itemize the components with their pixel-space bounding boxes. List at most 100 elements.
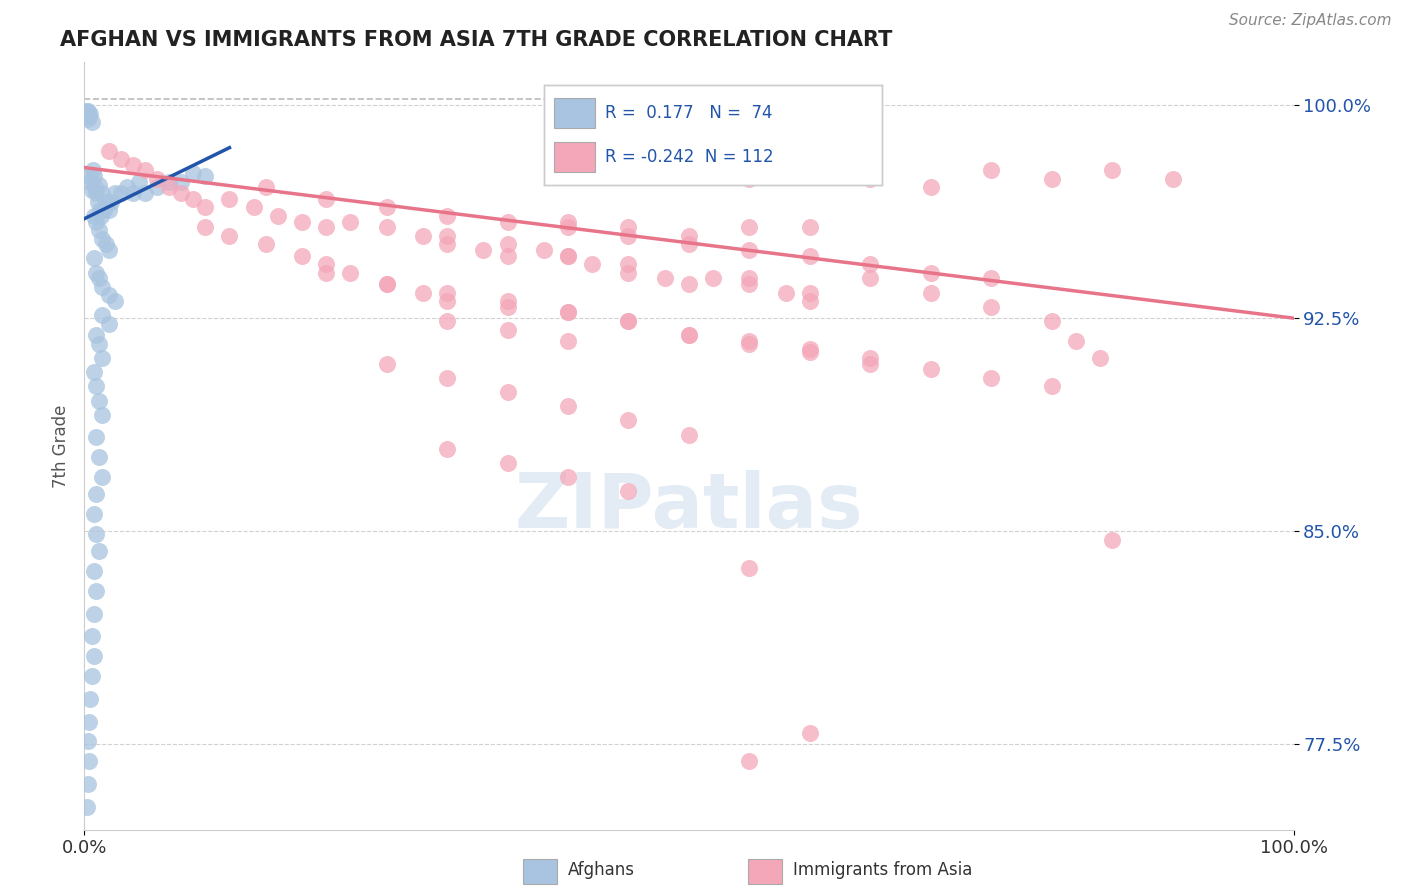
Point	[617, 220, 640, 235]
Point	[1088, 351, 1111, 365]
Point	[104, 186, 127, 201]
Point	[242, 200, 264, 214]
Point	[557, 249, 579, 263]
Point	[194, 200, 217, 214]
Point	[617, 228, 640, 243]
Point	[315, 220, 337, 235]
Point	[91, 308, 114, 322]
Point	[799, 249, 821, 263]
Point	[86, 194, 108, 209]
Point	[128, 175, 150, 189]
Point	[90, 209, 112, 223]
Point	[110, 152, 132, 166]
Point	[617, 257, 640, 271]
Point	[91, 351, 114, 365]
Point	[436, 314, 458, 328]
Point	[86, 214, 108, 228]
Point	[375, 220, 398, 235]
Point	[702, 271, 724, 285]
Point	[375, 200, 398, 214]
Point	[617, 314, 640, 328]
Point	[557, 470, 579, 484]
Point	[412, 285, 434, 300]
Point	[86, 527, 108, 541]
Point	[859, 172, 882, 186]
Point	[97, 288, 120, 302]
Point	[436, 228, 458, 243]
Point	[775, 285, 797, 300]
Point	[89, 203, 111, 218]
Point	[315, 257, 337, 271]
Point	[75, 103, 97, 118]
Point	[799, 163, 821, 178]
Point	[339, 266, 361, 280]
Point	[83, 649, 105, 664]
Point	[100, 194, 122, 209]
Point	[80, 629, 103, 643]
Point	[83, 169, 105, 183]
Point	[496, 249, 519, 263]
Point	[121, 186, 143, 201]
Point	[83, 209, 105, 223]
Point	[678, 427, 700, 442]
Point	[267, 209, 290, 223]
Point	[86, 186, 108, 201]
Point	[738, 336, 761, 351]
Point	[859, 257, 882, 271]
Point	[859, 271, 882, 285]
Point	[83, 507, 105, 521]
Point	[738, 755, 761, 769]
Point	[1101, 163, 1123, 178]
Point	[91, 186, 114, 201]
Point	[134, 163, 156, 178]
Point	[738, 243, 761, 257]
Point	[87, 223, 110, 237]
Point	[77, 103, 100, 118]
Point	[315, 192, 337, 206]
Point	[1101, 533, 1123, 547]
Point	[496, 322, 519, 336]
Point	[799, 220, 821, 235]
Point	[87, 271, 110, 285]
FancyBboxPatch shape	[523, 859, 557, 884]
Point	[87, 393, 110, 408]
Point	[83, 564, 105, 578]
Point	[194, 169, 217, 183]
Point	[76, 106, 98, 120]
Point	[86, 379, 108, 393]
Point	[436, 294, 458, 309]
Point	[254, 180, 277, 194]
Point	[86, 430, 108, 444]
Point	[87, 450, 110, 465]
Point	[496, 214, 519, 228]
Point	[79, 175, 101, 189]
Point	[80, 115, 103, 129]
Point	[1064, 334, 1087, 348]
Point	[77, 777, 100, 791]
Point	[920, 266, 942, 280]
Point	[86, 266, 108, 280]
Point	[86, 328, 108, 343]
Point	[472, 243, 495, 257]
Point	[91, 470, 114, 484]
Point	[97, 317, 120, 331]
Point	[557, 249, 579, 263]
Point	[557, 399, 579, 413]
Point	[84, 180, 107, 194]
Point	[315, 266, 337, 280]
Point	[496, 237, 519, 252]
Point	[82, 163, 104, 178]
Point	[115, 180, 138, 194]
Point	[91, 231, 114, 245]
Point	[77, 734, 100, 748]
Point	[87, 544, 110, 558]
Point	[339, 214, 361, 228]
Point	[557, 214, 579, 228]
Point	[436, 209, 458, 223]
Point	[77, 112, 100, 127]
Text: ZIPatlas: ZIPatlas	[515, 470, 863, 544]
Point	[291, 249, 314, 263]
Point	[533, 243, 555, 257]
Point	[97, 243, 120, 257]
Point	[97, 203, 120, 218]
